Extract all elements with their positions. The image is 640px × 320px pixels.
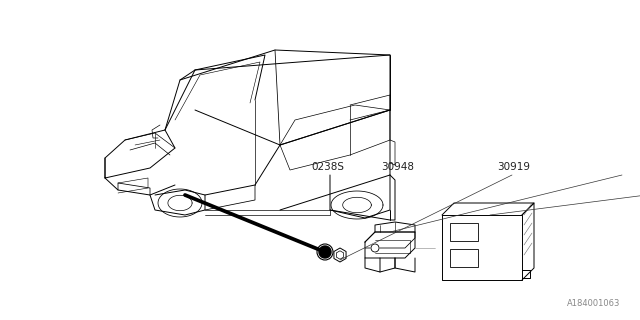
Bar [450,223,478,241]
Bar [450,249,478,267]
Circle shape [319,246,331,258]
Circle shape [371,244,379,252]
Text: A184001063: A184001063 [566,299,620,308]
Text: 0238S: 0238S [311,162,344,172]
Text: 30919: 30919 [497,162,531,172]
Text: 30948: 30948 [381,162,415,172]
